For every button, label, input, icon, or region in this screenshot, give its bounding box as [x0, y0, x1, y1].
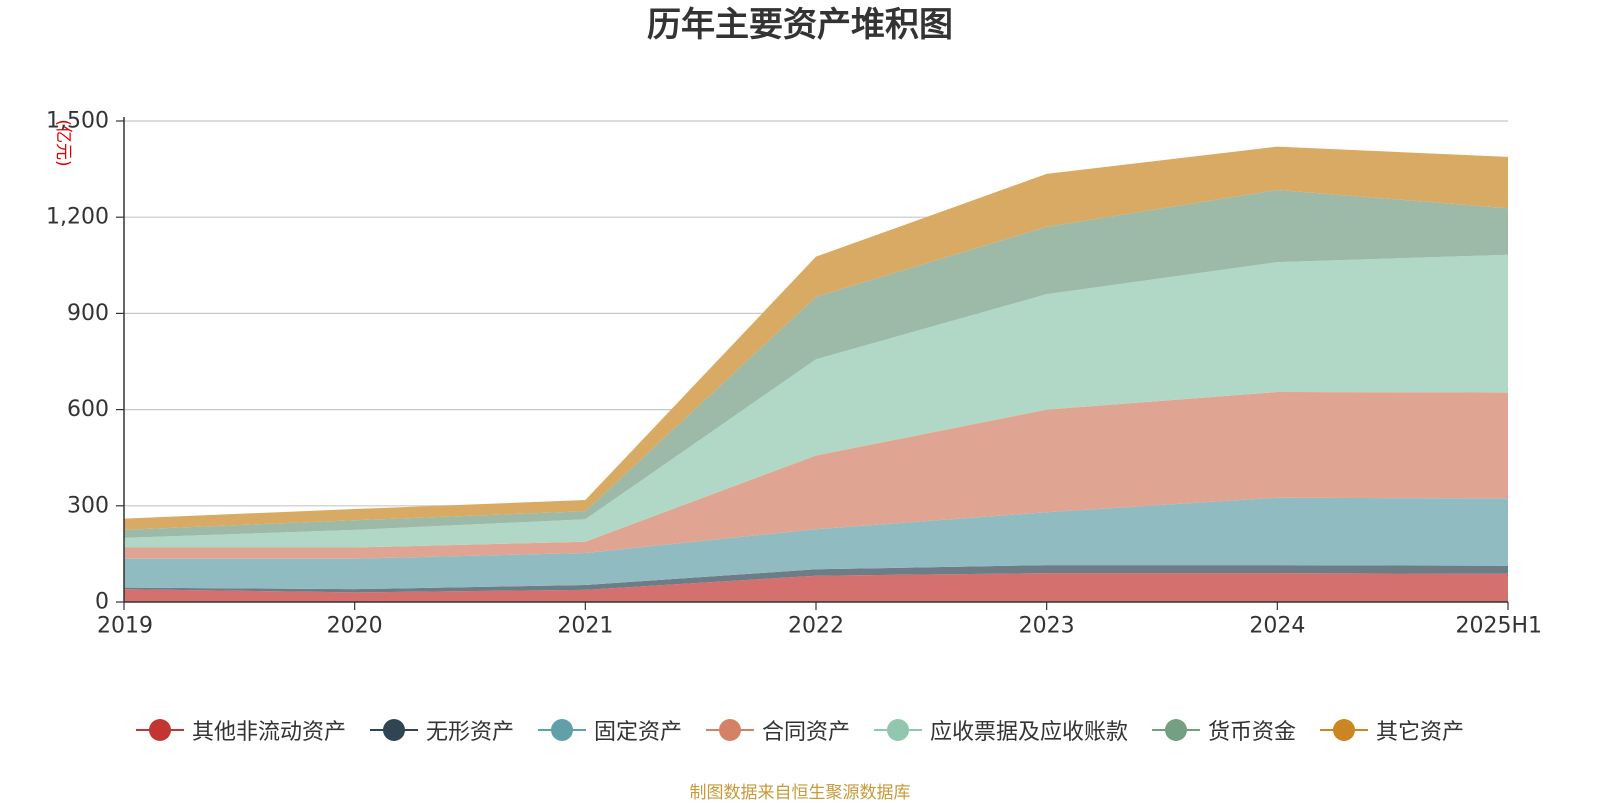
legend-marker-icon — [874, 718, 922, 742]
x-tick-label: 2024 — [1249, 614, 1305, 639]
legend-label: 合同资产 — [761, 720, 850, 745]
x-tick-label: 2019 — [97, 614, 153, 639]
legend-marker-icon — [369, 718, 418, 742]
y-axis-unit-label: (亿元) — [53, 119, 73, 166]
y-tick-label: 900 — [67, 301, 109, 326]
legend-label: 固定资产 — [593, 720, 682, 745]
y-tick-label: 0 — [95, 590, 109, 615]
legend-marker-icon — [1320, 718, 1369, 742]
legend-marker-icon — [705, 718, 754, 742]
legend-marker-icon — [537, 718, 586, 742]
y-tick-label: 1,500 — [46, 109, 109, 134]
legend-item[interactable]: 应收票据及应收账款 — [874, 714, 1128, 746]
legend-marker-icon — [135, 718, 184, 742]
y-tick-label: 1,200 — [46, 205, 109, 230]
x-tick-label: 2020 — [327, 614, 383, 639]
y-tick-label: 300 — [67, 493, 109, 518]
series-area[interactable] — [124, 391, 1508, 559]
series-area[interactable] — [124, 565, 1508, 593]
series-area[interactable] — [124, 146, 1508, 530]
legend-item[interactable]: 固定资产 — [537, 714, 682, 746]
legend: 其他非流动资产 无形资产 固定资产 合同资产 应收票据及应收账款 货币资金 其它资产 — [0, 712, 1600, 748]
legend-item[interactable]: 其它资产 — [1320, 714, 1464, 746]
series-area[interactable] — [124, 189, 1508, 538]
x-tick-label: 2021 — [557, 614, 613, 639]
x-tick-label: 2023 — [1019, 614, 1075, 639]
x-tick-label: 2025H1 — [1455, 614, 1542, 639]
y-tick-label: 600 — [67, 397, 109, 422]
legend-marker-icon — [1152, 718, 1201, 742]
series-area[interactable] — [124, 573, 1508, 602]
legend-item[interactable]: 无形资产 — [369, 714, 514, 746]
chart-title: 历年主要资产堆积图 — [647, 5, 953, 45]
legend-label: 无形资产 — [425, 720, 514, 745]
legend-item[interactable]: 货币资金 — [1152, 714, 1296, 746]
legend-label: 其它资产 — [1376, 720, 1465, 745]
series-area[interactable] — [124, 254, 1508, 548]
legend-item[interactable]: 其他非流动资产 — [135, 714, 346, 746]
area-layer — [124, 146, 1508, 602]
axis-layer: 0 300 600 900 1,200 1,500 2019 2020 2021 2022 2023… — [46, 109, 1542, 639]
x-tick-label: 2022 — [788, 614, 844, 639]
legend-label: 货币资金 — [1208, 720, 1297, 745]
legend-label: 应收票据及应收账款 — [930, 720, 1129, 745]
legend-item[interactable]: 合同资产 — [705, 714, 850, 746]
series-area[interactable] — [124, 497, 1508, 590]
source-note: 制图数据来自恒生聚源数据库 — [689, 783, 911, 803]
legend-label: 其他非流动资产 — [191, 720, 346, 745]
